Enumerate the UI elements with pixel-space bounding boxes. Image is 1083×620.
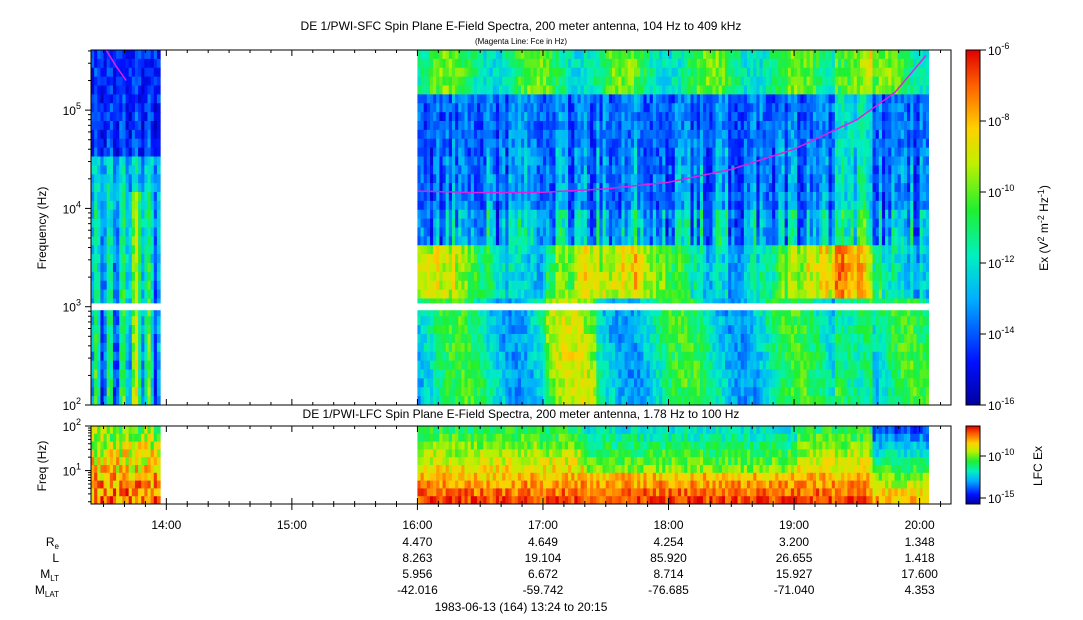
time-range-footer: 1983-06-13 (164) 13:24 to 20:15 — [435, 600, 608, 614]
ephemeris-value: 5.956 — [402, 567, 432, 581]
ephemeris-value: 1.418 — [905, 551, 935, 565]
ephemeris-value: 6.672 — [528, 567, 558, 581]
time-tick-label: 15:00 — [277, 518, 307, 532]
sfc-colorbar-tick-label: 10-16 — [988, 396, 1014, 413]
lfc-colorbar-tick-label: 10-15 — [988, 489, 1014, 506]
time-axis: 14:00 15:00 16:00 17:00 18:00 19:00 20:00 — [103, 50, 942, 532]
sfc-y-tick-label: 102 — [63, 396, 81, 413]
fce-line — [105, 49, 927, 194]
ephemeris-value: -76.685 — [648, 583, 689, 597]
ephemeris-value: 4.353 — [905, 583, 935, 597]
lfc-spectrogram: 102 101 Freq (Hz) — [35, 417, 952, 505]
ephemeris-value: 85.920 — [650, 551, 687, 565]
lfc-title: DE 1/PWI-LFC Spin Plane E-Field Spectra,… — [303, 407, 740, 421]
sfc-y-tick-label: 103 — [63, 298, 81, 315]
ephemeris-value: 4.470 — [402, 535, 432, 549]
sfc-colorbar-tick-label: 10-8 — [988, 112, 1009, 129]
time-tick-label: 14:00 — [151, 518, 181, 532]
time-tick-label: 18:00 — [654, 518, 684, 532]
ephemeris-value: -42.016 — [397, 583, 438, 597]
sfc-y-tick-label: 105 — [63, 101, 81, 118]
ephemeris-row-label: L — [52, 551, 59, 565]
time-tick-label: 19:00 — [779, 518, 809, 532]
time-tick-label: 20:00 — [905, 518, 935, 532]
lfc-y-tick-label: 101 — [63, 462, 81, 479]
sfc-colorbar-tick-label: 10-14 — [988, 325, 1014, 342]
sfc-frame — [90, 49, 952, 406]
lfc-y-axis: 102 101 — [63, 417, 91, 503]
sfc-title: DE 1/PWI-SFC Spin Plane E-Field Spectra,… — [301, 19, 742, 33]
lfc-y-tick-label: 102 — [63, 417, 81, 434]
lfc-colorbar-label: LFC Ex — [1031, 446, 1045, 486]
ephemeris-row-label: MLT — [40, 567, 59, 583]
ephemeris-value: 17.600 — [901, 567, 938, 581]
lfc-ylabel: Freq (Hz) — [35, 441, 49, 492]
ephemeris-value: 4.254 — [654, 535, 684, 549]
ephemeris-value: 26.655 — [776, 551, 813, 565]
time-tick-label: 17:00 — [528, 518, 558, 532]
ephemeris-value: 19.104 — [525, 551, 562, 565]
sfc-colorbar: 10-6 10-8 10-10 10-12 10-14 10-16 Ex (V2 m-2 … — [965, 41, 1051, 413]
sfc-y-axis: 102 103 104 105 — [63, 50, 91, 413]
sfc-ylabel: Frequency (Hz) — [35, 187, 49, 270]
lfc-frame — [90, 425, 952, 505]
sfc-colorbar-tick-label: 10-6 — [988, 41, 1009, 58]
sfc-subtitle: (Magenta Line: Fce in Hz) — [475, 37, 567, 46]
ephemeris-value: 1.348 — [905, 535, 935, 549]
ephemeris-value: 8.263 — [402, 551, 432, 565]
sfc-spectrogram: 102 103 104 105 Frequency (Hz) — [35, 49, 952, 413]
sfc-colorbar-tick-label: 10-10 — [988, 183, 1014, 200]
ephemeris-row-label: Re — [46, 535, 60, 551]
ephemeris-value: 4.649 — [528, 535, 558, 549]
sfc-colorbar-label: Ex (V2 m-2 Hz-1) — [1036, 185, 1051, 271]
ephemeris-row-label: MLAT — [35, 583, 59, 599]
ephemeris-value: -59.742 — [523, 583, 564, 597]
ephemeris-value: 15.927 — [776, 567, 813, 581]
ephemeris-value: 8.714 — [654, 567, 684, 581]
ephemeris-value: 3.200 — [779, 535, 809, 549]
lfc-colorbar: 10-10 10-15 LFC Ex — [965, 425, 1045, 506]
lfc-colorbar-tick-label: 10-10 — [988, 447, 1014, 464]
sfc-y-tick-label: 104 — [63, 199, 81, 216]
ephemeris-value: -71.040 — [774, 583, 815, 597]
sfc-colorbar-tick-label: 10-12 — [988, 254, 1014, 271]
time-tick-label: 16:00 — [402, 518, 432, 532]
ephemeris-table: Re 4.470 4.649 4.254 3.200 1.348 L 8.263 19.104 8… — [35, 535, 938, 599]
